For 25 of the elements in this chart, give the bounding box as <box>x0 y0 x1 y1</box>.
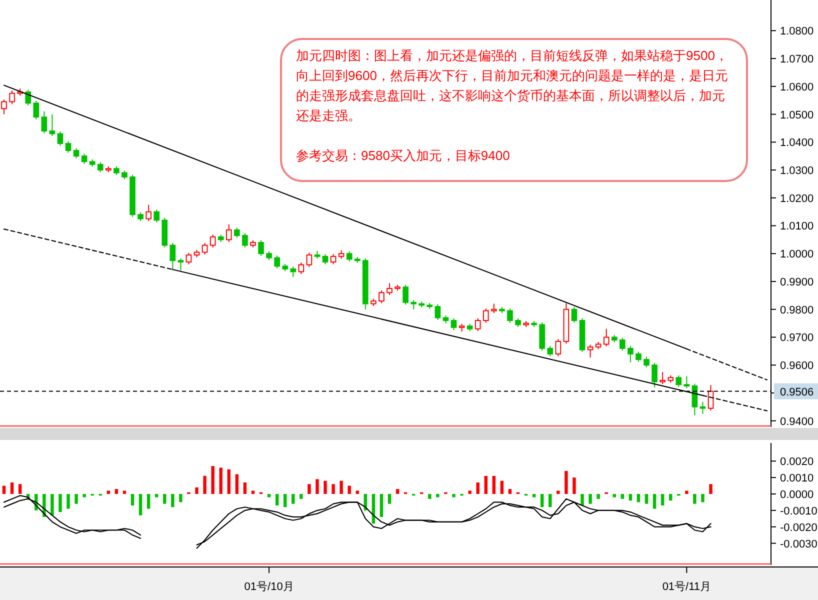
y-tick-label: 1.0300 <box>780 165 814 177</box>
y-tick-label: 1.0700 <box>780 54 814 66</box>
y-tick-label: 1.0800 <box>780 26 814 38</box>
y-tick-label: 0.0020 <box>780 456 814 468</box>
y-tick-label: 0.0000 <box>780 488 814 501</box>
y-tick-label: 1.0600 <box>780 81 814 94</box>
y-tick-label: -0.0020 <box>780 522 818 534</box>
annotation: 加元四时图：图上看，加元还是偏强的，目前短线反弹，如果站稳于9500，向上回到9600，然后再次下行，目前加元和澳元的问题是一样的是，是日元的走强形成套息盘回吐，这不影响这个货币的基本面，所以调整以后，加元还是走强。 <box>296 47 729 125</box>
y-tick-label: 1.0200 <box>780 192 814 205</box>
x-tick-label: 01号/10月 <box>244 581 294 593</box>
y-tick-label: 0.9700 <box>780 332 814 344</box>
y-tick-label: 1.0500 <box>780 109 814 122</box>
y-tick-label: 1.0400 <box>780 137 814 150</box>
y-tick-label: 0.9800 <box>780 304 814 316</box>
y-tick-label: 0.9900 <box>780 276 814 288</box>
annotation: 参考交易：9580买入加元，目标9400 <box>296 147 511 165</box>
y-tick-label: 0.0010 <box>780 472 814 485</box>
y-tick-label: 0.9600 <box>780 360 814 372</box>
y-tick-label: 0.9400 <box>780 416 814 428</box>
ref-line-label: 0.9506 <box>780 386 814 398</box>
x-tick-label: 01号/11月 <box>662 581 712 593</box>
y-tick-label: 1.0000 <box>780 248 814 261</box>
y-tick-label: -0.0010 <box>780 505 818 518</box>
y-tick-label: -0.0030 <box>780 538 818 550</box>
y-tick-label: 1.0100 <box>780 220 814 233</box>
